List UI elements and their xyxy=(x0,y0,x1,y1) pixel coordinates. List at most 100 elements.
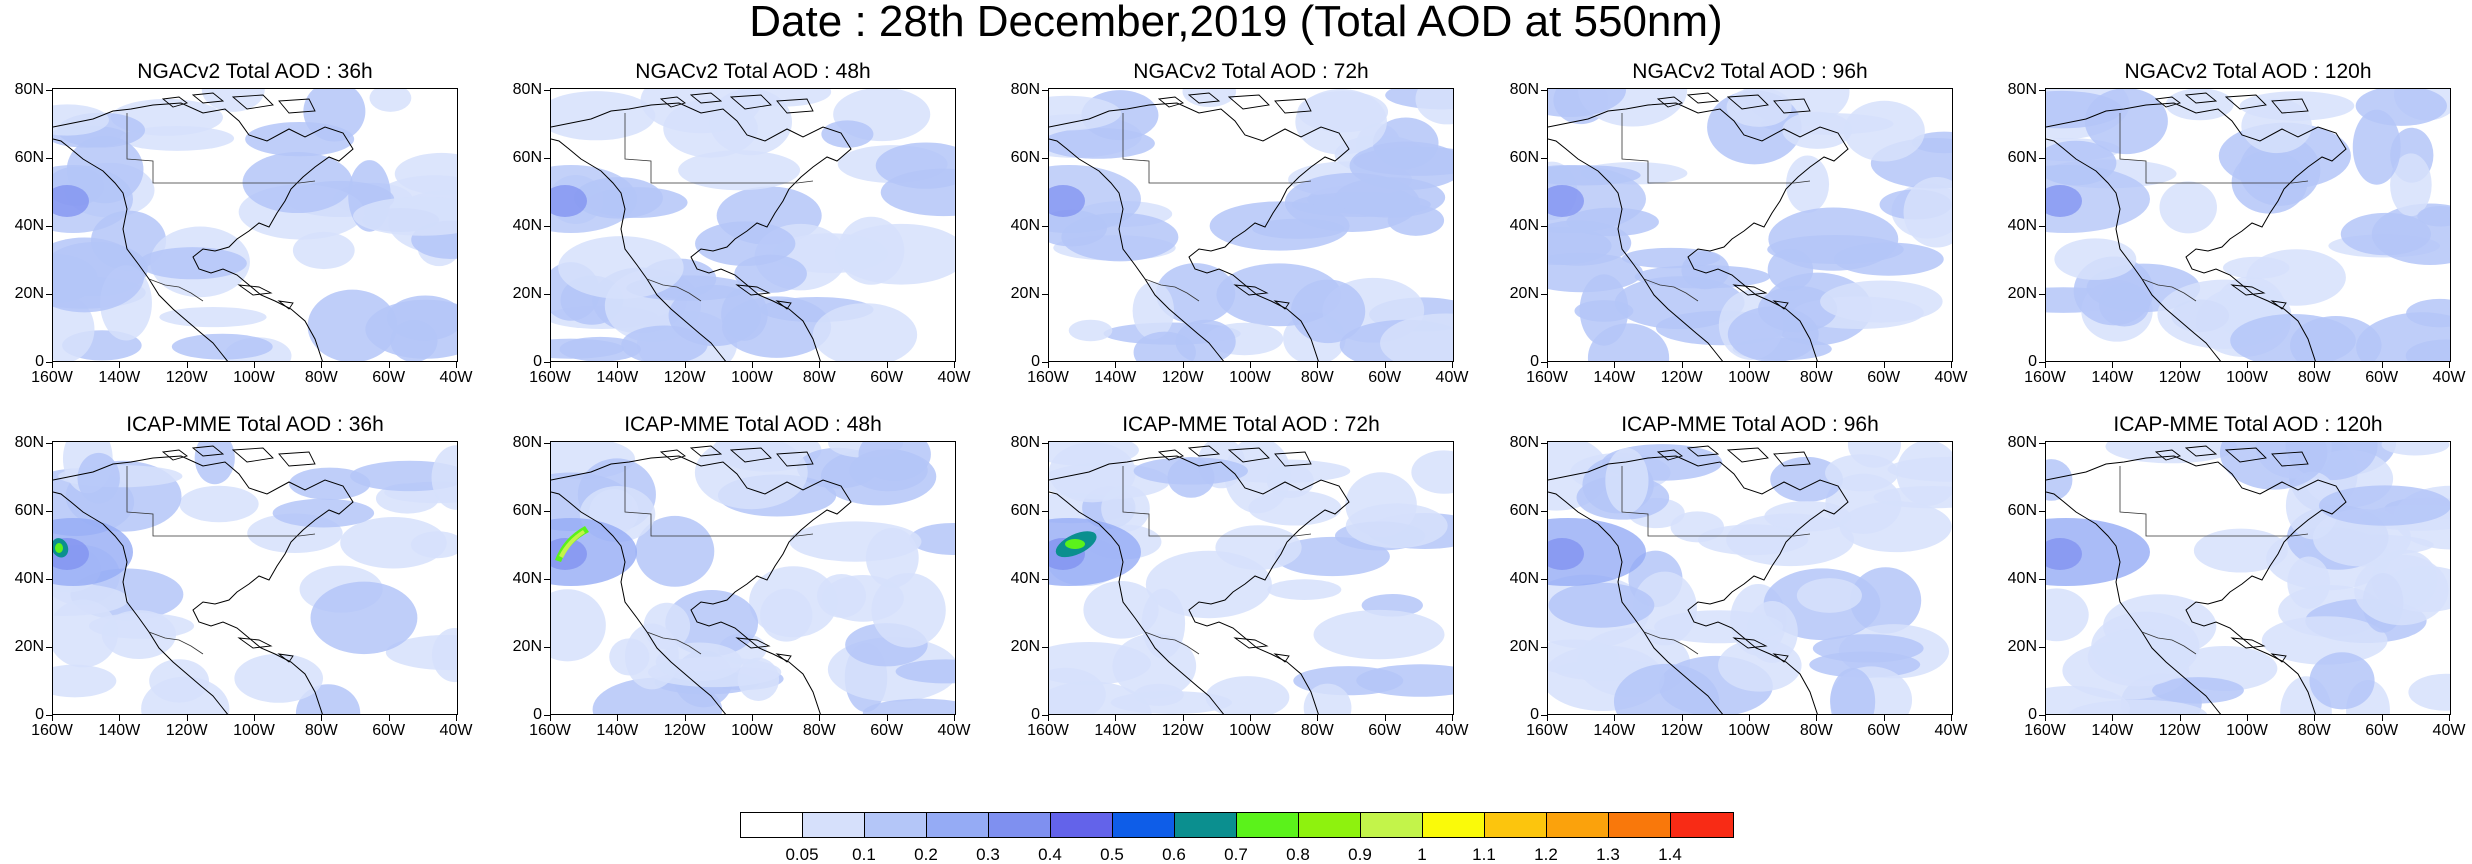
x-tick xyxy=(550,362,551,368)
island-outline xyxy=(2271,98,2309,114)
aod-field xyxy=(53,442,457,714)
x-tick-label: 80W xyxy=(1799,722,1833,739)
island-outline xyxy=(1732,637,1768,649)
x-tick xyxy=(886,362,888,368)
island-outline xyxy=(1187,92,1221,104)
map-plot xyxy=(52,441,458,715)
aod-patch xyxy=(695,221,796,266)
aod-patch xyxy=(1764,501,1851,532)
y-tick-label: 40N xyxy=(1509,217,1539,234)
aod-patch xyxy=(1820,280,1943,323)
aod-patch xyxy=(138,247,247,280)
aod-patch xyxy=(1548,582,1655,628)
island-outline xyxy=(231,94,274,110)
aod-patch xyxy=(340,517,447,569)
island-outline xyxy=(2184,92,2218,104)
aod-patch xyxy=(1634,265,1771,289)
aod-patch xyxy=(353,196,457,236)
island-outline xyxy=(2224,447,2267,463)
island-outline xyxy=(277,653,294,663)
aod-plume xyxy=(1049,165,1141,233)
y-tick-label: 0 xyxy=(1530,706,1539,723)
colorbar-swatch xyxy=(1485,813,1547,837)
island-outline xyxy=(1233,637,1269,649)
aod-patch xyxy=(1587,323,1670,361)
aod-plume-core xyxy=(1049,185,1085,217)
aod-patch xyxy=(895,659,955,684)
aod-patch xyxy=(1548,89,1627,118)
aod-patch xyxy=(812,303,918,361)
x-tick-label: 120W xyxy=(663,722,706,739)
y-tick xyxy=(1541,443,1547,444)
aod-patch xyxy=(1782,111,1853,149)
y-tick-label: 0 xyxy=(35,706,44,723)
y-tick-label: 20N xyxy=(14,638,44,655)
x-tick-label: 120W xyxy=(1660,369,1703,386)
y-tick-label: 40N xyxy=(14,217,44,234)
aod-patch xyxy=(2417,205,2450,227)
x-tick xyxy=(1452,362,1453,368)
aod-patch xyxy=(1167,457,1215,498)
y-tick-label: 60N xyxy=(14,149,44,166)
aod-patch xyxy=(2219,442,2328,490)
island-outline xyxy=(191,445,225,457)
x-tick-label: 80W xyxy=(2297,369,2331,386)
island-outline xyxy=(689,92,723,104)
y-tick-label: 0 xyxy=(2028,353,2037,370)
country-border xyxy=(1621,466,1811,655)
x-tick-label: 120W xyxy=(165,722,208,739)
x-tick-label: 120W xyxy=(1161,722,1204,739)
x-tick-label: 160W xyxy=(2024,369,2066,386)
aod-patch xyxy=(1049,95,1122,131)
x-tick-label: 120W xyxy=(1660,722,1703,739)
y-tick xyxy=(544,226,550,227)
island-outline xyxy=(278,451,316,467)
map-plot xyxy=(1547,441,1953,715)
island-outline xyxy=(277,300,294,310)
island-outline xyxy=(729,447,772,463)
y-tick xyxy=(46,158,52,159)
x-tick xyxy=(1951,362,1952,368)
figure-title: Date : 28th December,2019 (Total AOD at … xyxy=(749,0,1723,46)
x-tick-label: 120W xyxy=(1161,369,1204,386)
x-tick xyxy=(1048,362,1049,368)
x-tick-label: 60W xyxy=(372,722,406,739)
island-outline xyxy=(2224,94,2267,110)
x-tick-label: 80W xyxy=(1300,369,1334,386)
y-tick xyxy=(1042,647,1048,648)
x-tick-label: 140W xyxy=(1593,722,1636,739)
island-outline xyxy=(735,637,771,649)
aod-patch xyxy=(1345,503,1448,549)
island-outline xyxy=(659,449,686,461)
map-panel: ICAP-MME Total AOD : 36h 0 20N 40N 60N 80N 160… xyxy=(2,413,473,753)
aod-patch xyxy=(1825,454,1899,492)
x-tick xyxy=(819,362,821,368)
map-plot xyxy=(550,88,956,362)
x-tick xyxy=(2314,715,2316,721)
y-tick-label: 80N xyxy=(1509,81,1539,98)
aod-patch xyxy=(179,485,259,523)
y-tick-label: 0 xyxy=(2028,706,2037,723)
x-tick xyxy=(1816,715,1818,721)
island-outline xyxy=(2230,284,2266,296)
aod-patch xyxy=(1295,89,1387,155)
x-tick xyxy=(254,362,255,368)
aod-patch xyxy=(1267,579,1342,600)
aod-plume-core xyxy=(551,185,587,217)
x-tick-label: 100W xyxy=(1728,722,1770,739)
map-plot xyxy=(1547,88,1953,362)
panel-title: NGACv2 Total AOD : 120h xyxy=(2124,60,2372,83)
y-tick-label: 40N xyxy=(1010,570,1040,587)
aod-patch xyxy=(2309,652,2375,710)
x-tick-label: 160W xyxy=(1526,722,1568,739)
aod-patch xyxy=(1670,511,1724,543)
y-tick-label: 60N xyxy=(2007,149,2037,166)
y-tick xyxy=(2039,226,2045,227)
x-tick xyxy=(954,715,955,721)
x-tick xyxy=(1883,715,1885,721)
aod-patch xyxy=(77,452,120,504)
aod-patch xyxy=(1770,456,1843,502)
x-tick xyxy=(1749,715,1750,721)
x-tick-label: 160W xyxy=(529,722,571,739)
aod-patch xyxy=(694,442,808,510)
